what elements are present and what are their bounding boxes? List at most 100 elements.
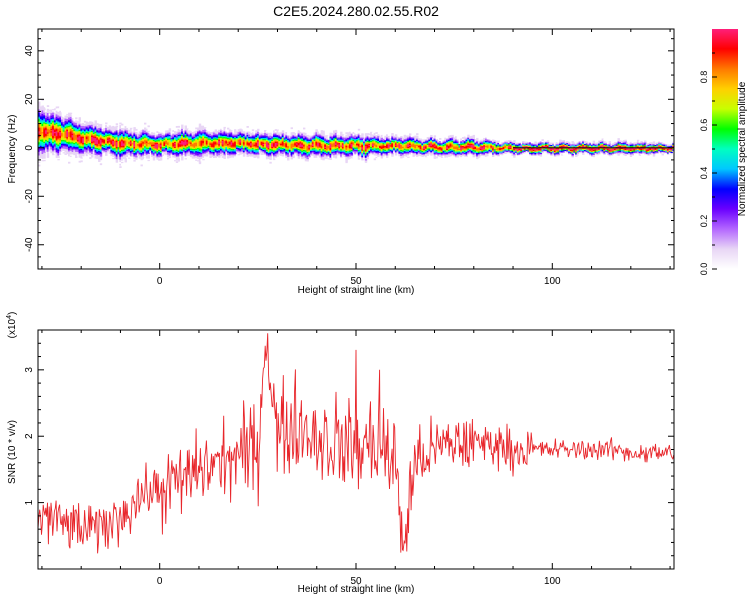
heat-cell: [52, 158, 55, 161]
heat-cell: [154, 152, 157, 155]
heat-cell: [306, 156, 309, 158]
heat-cell: [182, 132, 186, 135]
heat-cell: [285, 147, 288, 150]
heat-cell: [46, 129, 50, 132]
heat-cell: [38, 168, 41, 171]
heat-cell: [230, 154, 233, 157]
heat-cell: [158, 146, 161, 149]
heat-cell: [262, 133, 265, 136]
heat-cell: [239, 141, 242, 144]
heat-cell: [131, 148, 134, 151]
heat-cell: [205, 143, 209, 146]
heat-cell: [352, 136, 355, 139]
heat-cell: [177, 148, 180, 151]
heat-cell: [350, 155, 354, 158]
heat-cell: [375, 146, 378, 149]
heat-cell: [297, 149, 301, 152]
heat-cell: [78, 126, 81, 129]
heat-cell: [209, 133, 212, 136]
heat-cell: [87, 134, 90, 137]
heat-cell: [64, 121, 67, 124]
heat-cell: [276, 142, 279, 145]
heat-cell: [156, 131, 159, 134]
heat-cell: [221, 140, 225, 143]
heat-cell: [133, 153, 136, 156]
heat-cell: [311, 152, 315, 155]
heat-cell: [177, 145, 180, 148]
heat-cell: [117, 138, 120, 140]
heat-cell: [121, 158, 124, 161]
heat-cell: [264, 144, 267, 147]
heat-cell: [310, 137, 313, 139]
heat-cell: [129, 155, 133, 157]
heat-cell: [66, 122, 69, 124]
heat-cell: [290, 156, 293, 159]
heat-cell: [290, 151, 293, 154]
heat-cell: [218, 154, 221, 157]
heat-cell: [230, 147, 233, 150]
heat-cell: [115, 137, 119, 140]
heat-cell: [170, 135, 173, 137]
heat-cell: [122, 151, 126, 154]
heat-cell: [161, 146, 165, 149]
heat-cell: [129, 126, 133, 128]
heat-cell: [228, 152, 232, 155]
heat-cell: [255, 130, 258, 133]
heat-cell: [73, 147, 76, 150]
heat-cell: [91, 124, 94, 127]
heat-cell: [223, 145, 226, 147]
heat-cell: [197, 139, 200, 141]
heat-cell: [151, 137, 154, 139]
heat-cell: [50, 119, 53, 122]
heat-cell: [87, 146, 90, 149]
heat-cell: [273, 130, 276, 133]
heat-cell: [96, 142, 99, 145]
heat-cell: [62, 124, 66, 127]
heat-cell: [71, 133, 74, 136]
heat-cell: [124, 142, 127, 145]
heat-cell: [221, 147, 225, 150]
heat-cell: [216, 141, 219, 144]
heat-cell: [170, 131, 173, 134]
heat-cell: [209, 138, 212, 140]
heat-cell: [343, 144, 346, 147]
heat-cell: [366, 140, 369, 143]
heat-cell: [99, 125, 103, 128]
heat-cell: [48, 135, 51, 137]
heat-cell: [304, 157, 308, 159]
heat-cell: [255, 153, 258, 156]
heat-cell: [318, 155, 322, 158]
heat-cell: [354, 138, 357, 141]
heat-cell: [133, 130, 136, 133]
heat-cell: [248, 141, 251, 144]
heat-cell: [218, 142, 221, 145]
heat-cell: [174, 146, 177, 149]
heat-cell: [253, 153, 256, 156]
heat-cell: [336, 137, 339, 140]
heat-cell: [184, 134, 187, 137]
heat-cell: [52, 153, 55, 156]
heat-cell: [124, 140, 127, 142]
heat-cell: [174, 149, 177, 152]
heat-cell: [128, 153, 131, 156]
heat-cell: [285, 152, 288, 155]
heat-cell: [161, 150, 165, 153]
heat-cell: [52, 121, 55, 124]
heat-cell: [313, 148, 316, 151]
heat-cell: [359, 138, 362, 140]
heat-cell: [167, 124, 170, 127]
heat-cell: [89, 146, 92, 149]
heat-cell: [41, 121, 44, 124]
heat-cell: [151, 133, 154, 136]
heat-cell: [297, 152, 301, 154]
heat-cell: [98, 145, 101, 148]
heat-cell: [334, 131, 338, 133]
heat-cell: [315, 146, 318, 149]
heat-cell: [159, 130, 163, 133]
heat-cell: [46, 124, 50, 127]
heat-cell: [287, 142, 290, 145]
heat-cell: [318, 135, 322, 138]
heat-cell: [64, 133, 67, 136]
heat-cell: [269, 152, 272, 154]
heat-cell: [235, 132, 239, 135]
